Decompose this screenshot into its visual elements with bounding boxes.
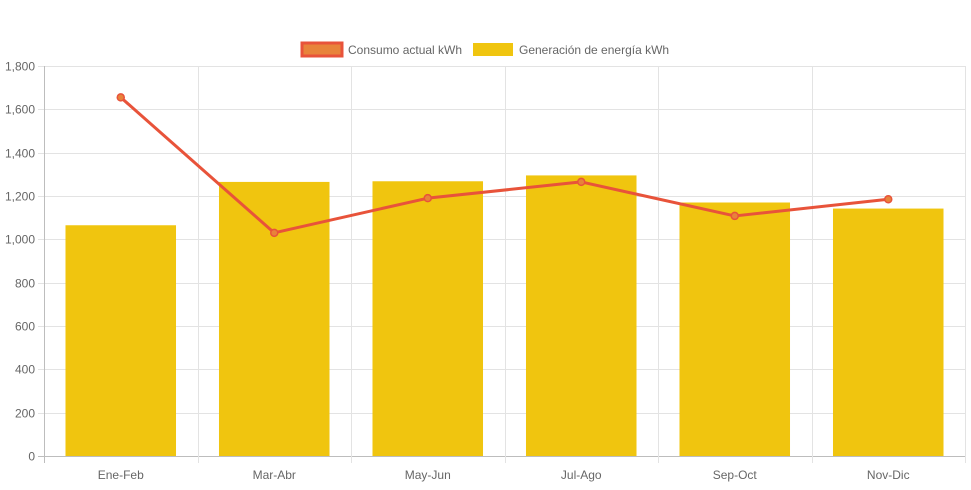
line-series <box>116 93 893 238</box>
point-consumo <box>577 177 586 187</box>
grid <box>38 66 966 463</box>
x-tick-label: Mar-Abr <box>253 468 296 482</box>
bar-generacion <box>679 202 791 456</box>
legend-label-consumo: Consumo actual kWh <box>348 43 462 57</box>
legend: Consumo actual kWh Generación de energía… <box>300 41 669 58</box>
line-consumo <box>119 96 889 235</box>
y-tick-label: 800 <box>15 277 35 291</box>
y-tick-label: 1,000 <box>5 233 35 247</box>
y-tick-label: 600 <box>15 320 35 334</box>
bar-generacion <box>525 175 637 456</box>
point-consumo <box>423 193 432 203</box>
y-tick-label: 1,600 <box>5 103 35 117</box>
x-tick-label: Sep-Oct <box>713 468 758 482</box>
y-tick-label: 0 <box>28 450 35 464</box>
y-tick-label: 1,800 <box>5 60 35 74</box>
legend-label-generacion: Generación de energía kWh <box>519 43 669 57</box>
bar-generacion <box>65 225 177 456</box>
bar-generacion <box>832 208 944 456</box>
y-tick-label: 200 <box>15 407 35 421</box>
legend-item-generacion[interactable]: Generación de energía kWh <box>473 43 669 57</box>
y-tick-label: 1,200 <box>5 190 35 204</box>
bar-series <box>65 175 944 456</box>
point-consumo <box>884 195 893 204</box>
legend-swatch-generacion <box>473 43 513 56</box>
axes: 0 200 400 600 800 1,000 1,200 1,400 1,600 1,800 En… <box>5 60 910 483</box>
point-consumo <box>270 228 279 238</box>
legend-item-consumo[interactable]: Consumo actual kWh <box>300 41 462 58</box>
legend-swatch-consumo <box>300 41 344 58</box>
y-tick-label: 1,400 <box>5 147 35 161</box>
point-consumo <box>730 211 739 221</box>
x-tick-label: Nov-Dic <box>867 468 910 482</box>
x-tick-label: Ene-Feb <box>98 468 144 482</box>
x-tick-label: Jul-Ago <box>561 468 602 482</box>
bar-generacion <box>372 181 484 456</box>
point-consumo <box>116 93 125 102</box>
x-tick-label: May-Jun <box>405 468 451 482</box>
y-tick-label: 400 <box>15 363 35 377</box>
bar-generacion <box>218 181 330 456</box>
